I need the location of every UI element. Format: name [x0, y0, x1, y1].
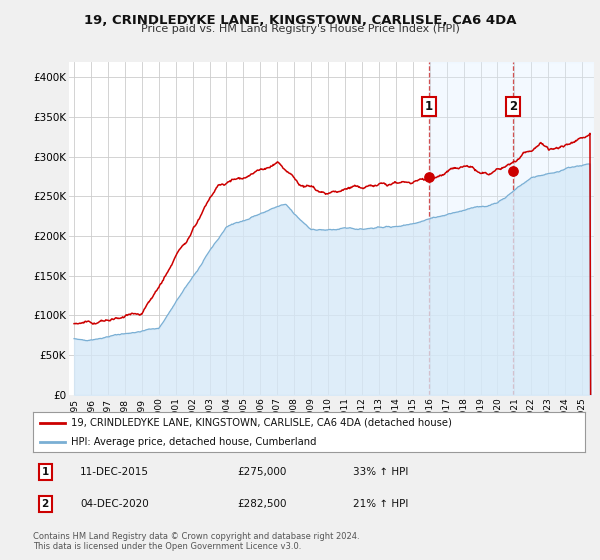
Text: HPI: Average price, detached house, Cumberland: HPI: Average price, detached house, Cumb… — [71, 437, 316, 447]
Text: 21% ↑ HPI: 21% ↑ HPI — [353, 499, 409, 509]
Text: Contains HM Land Registry data © Crown copyright and database right 2024.: Contains HM Land Registry data © Crown c… — [33, 532, 359, 541]
Point — [424, 172, 434, 181]
Text: 2: 2 — [509, 100, 517, 113]
Text: 1: 1 — [41, 467, 49, 477]
Text: This data is licensed under the Open Government Licence v3.0.: This data is licensed under the Open Gov… — [33, 542, 301, 551]
Text: 19, CRINDLEDYKE LANE, KINGSTOWN, CARLISLE, CA6 4DA: 19, CRINDLEDYKE LANE, KINGSTOWN, CARLISL… — [84, 14, 516, 27]
Bar — [429, 62, 594, 395]
Text: 19, CRINDLEDYKE LANE, KINGSTOWN, CARLISLE, CA6 4DA (detached house): 19, CRINDLEDYKE LANE, KINGSTOWN, CARLISL… — [71, 418, 451, 428]
Text: 04-DEC-2020: 04-DEC-2020 — [80, 499, 149, 509]
Text: £282,500: £282,500 — [237, 499, 287, 509]
Text: 11-DEC-2015: 11-DEC-2015 — [80, 467, 149, 477]
Text: 1: 1 — [425, 100, 433, 113]
Text: 2: 2 — [41, 499, 49, 509]
Point — [508, 166, 518, 175]
Text: Price paid vs. HM Land Registry's House Price Index (HPI): Price paid vs. HM Land Registry's House … — [140, 24, 460, 34]
Text: £275,000: £275,000 — [237, 467, 287, 477]
Text: 33% ↑ HPI: 33% ↑ HPI — [353, 467, 409, 477]
